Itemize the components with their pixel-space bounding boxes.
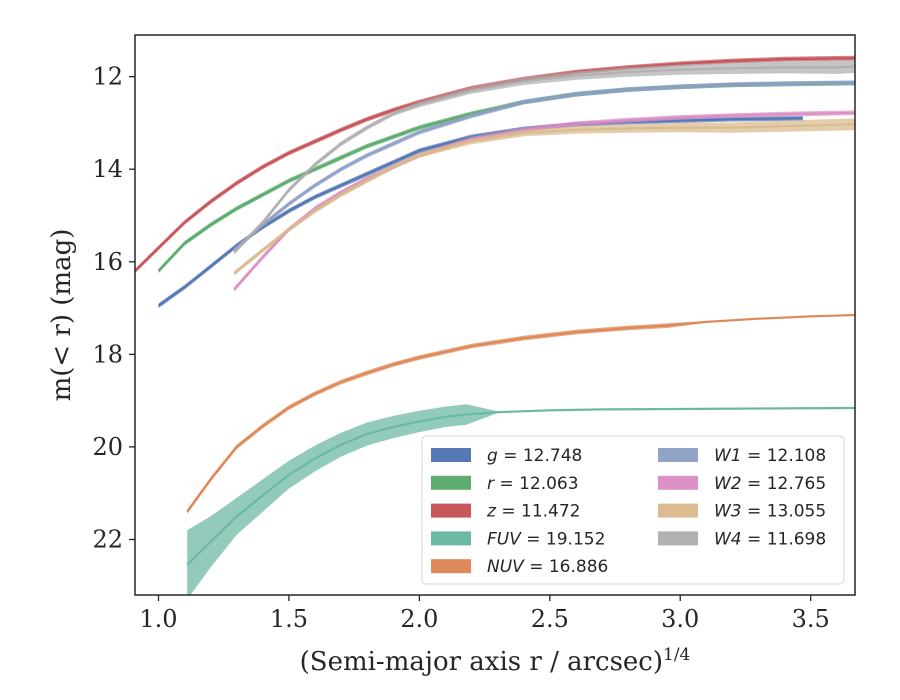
legend-var-w1: W1 <box>714 446 742 466</box>
legend-swatch-w2 <box>658 475 698 490</box>
x-axis-label: (Semi-major axis r / arcsec)1/4 <box>300 645 691 677</box>
series-line-w1 <box>233 81 855 252</box>
legend-label-z: z = 11.472 <box>486 502 580 522</box>
legend-var-g: g <box>487 446 498 466</box>
x-tick-label: 2.0 <box>400 605 438 633</box>
legend-equals-fuv: = <box>521 529 546 549</box>
x-tick-label: 2.5 <box>531 605 569 633</box>
legend-label-w2: W2 = 12.765 <box>714 474 826 494</box>
legend-label-w3: W3 = 13.055 <box>714 502 826 522</box>
legend-swatch-r <box>431 475 471 490</box>
y-axis-label: m(< r) (mag) <box>47 229 77 402</box>
series-line-nuv <box>186 313 855 513</box>
legend-swatch-w4 <box>658 531 698 546</box>
legend-var-z: z <box>486 502 497 522</box>
y-tick-label: 20 <box>92 433 123 461</box>
legend-var-w2: W2 <box>714 474 742 494</box>
legend-label-w4: W4 = 11.698 <box>714 529 826 549</box>
legend-value-w3: 13.055 <box>767 502 826 522</box>
legend-equals-w2: = <box>742 474 767 494</box>
ticks-layer: 1.0 1.5 2.0 2.5 3.0 3.5 12 14 16 18 20 22 <box>92 63 829 633</box>
legend: g = 12.748 r = 12.063 z = 11.472 FUV = 19.1… <box>421 435 845 585</box>
y-tick-label: 18 <box>92 340 123 368</box>
legend-value-nuv: 16.886 <box>549 557 608 577</box>
legend-label-fuv: FUV = 19.152 <box>487 529 605 549</box>
legend-swatch-w3 <box>658 503 698 518</box>
axes-frame <box>134 34 856 596</box>
x-tick-label: 1.5 <box>270 605 308 633</box>
legend-label-g: g = 12.748 <box>487 446 582 466</box>
legend-equals-g: = <box>498 446 523 466</box>
x-tick-label: 1.0 <box>139 605 177 633</box>
legend-swatch-nuv <box>431 559 471 574</box>
x-axis-label-text: (Semi-major axis r / arcsec) <box>300 647 663 677</box>
legend-swatch-z <box>431 503 471 518</box>
legend-label-r: r = 12.063 <box>487 474 579 494</box>
legend-label-w1: W1 = 12.108 <box>714 446 826 466</box>
legend-value-z: 11.472 <box>521 502 580 522</box>
legend-value-fuv: 19.152 <box>546 529 605 549</box>
series-line-w4 <box>233 65 855 254</box>
y-tick-label: 14 <box>92 155 123 183</box>
legend-value-r: 12.063 <box>519 474 578 494</box>
y-tick-label: 16 <box>92 248 123 276</box>
legend-value-w1: 12.108 <box>767 446 826 466</box>
x-tick-label: 3.0 <box>661 605 699 633</box>
legend-equals-w4: = <box>742 529 767 549</box>
series-line-fuv <box>186 406 855 566</box>
legend-equals-w1: = <box>742 446 767 466</box>
legend-var-w4: W4 <box>714 529 742 549</box>
legend-var-r: r <box>487 474 495 494</box>
legend-value-g: 12.748 <box>523 446 582 466</box>
y-tick-label: 22 <box>92 525 123 553</box>
x-tick-label: 3.5 <box>792 605 830 633</box>
legend-equals-nuv: = <box>524 557 549 577</box>
legend-var-w3: W3 <box>714 502 742 522</box>
legend-equals-r: = <box>494 474 519 494</box>
series-line-z <box>135 57 855 272</box>
legend-value-w4: 11.698 <box>767 529 826 549</box>
legend-swatch-g <box>431 448 471 462</box>
x-axis-label-superscript: 1/4 <box>663 645 690 665</box>
legend-swatch-w1 <box>658 448 698 462</box>
y-tick-label: 12 <box>92 63 123 91</box>
series-line-w3 <box>233 123 855 275</box>
legend-value-w2: 12.765 <box>767 474 826 494</box>
legend-equals-z: = <box>496 502 521 522</box>
series-layer <box>135 55 855 595</box>
legend-var-nuv: NUV <box>487 557 525 577</box>
legend-frame <box>421 435 845 585</box>
legend-label-nuv: NUV = 16.886 <box>487 557 608 577</box>
legend-swatch-fuv <box>431 531 471 546</box>
legend-equals-w3: = <box>742 502 767 522</box>
legend-var-fuv: FUV <box>487 529 522 549</box>
